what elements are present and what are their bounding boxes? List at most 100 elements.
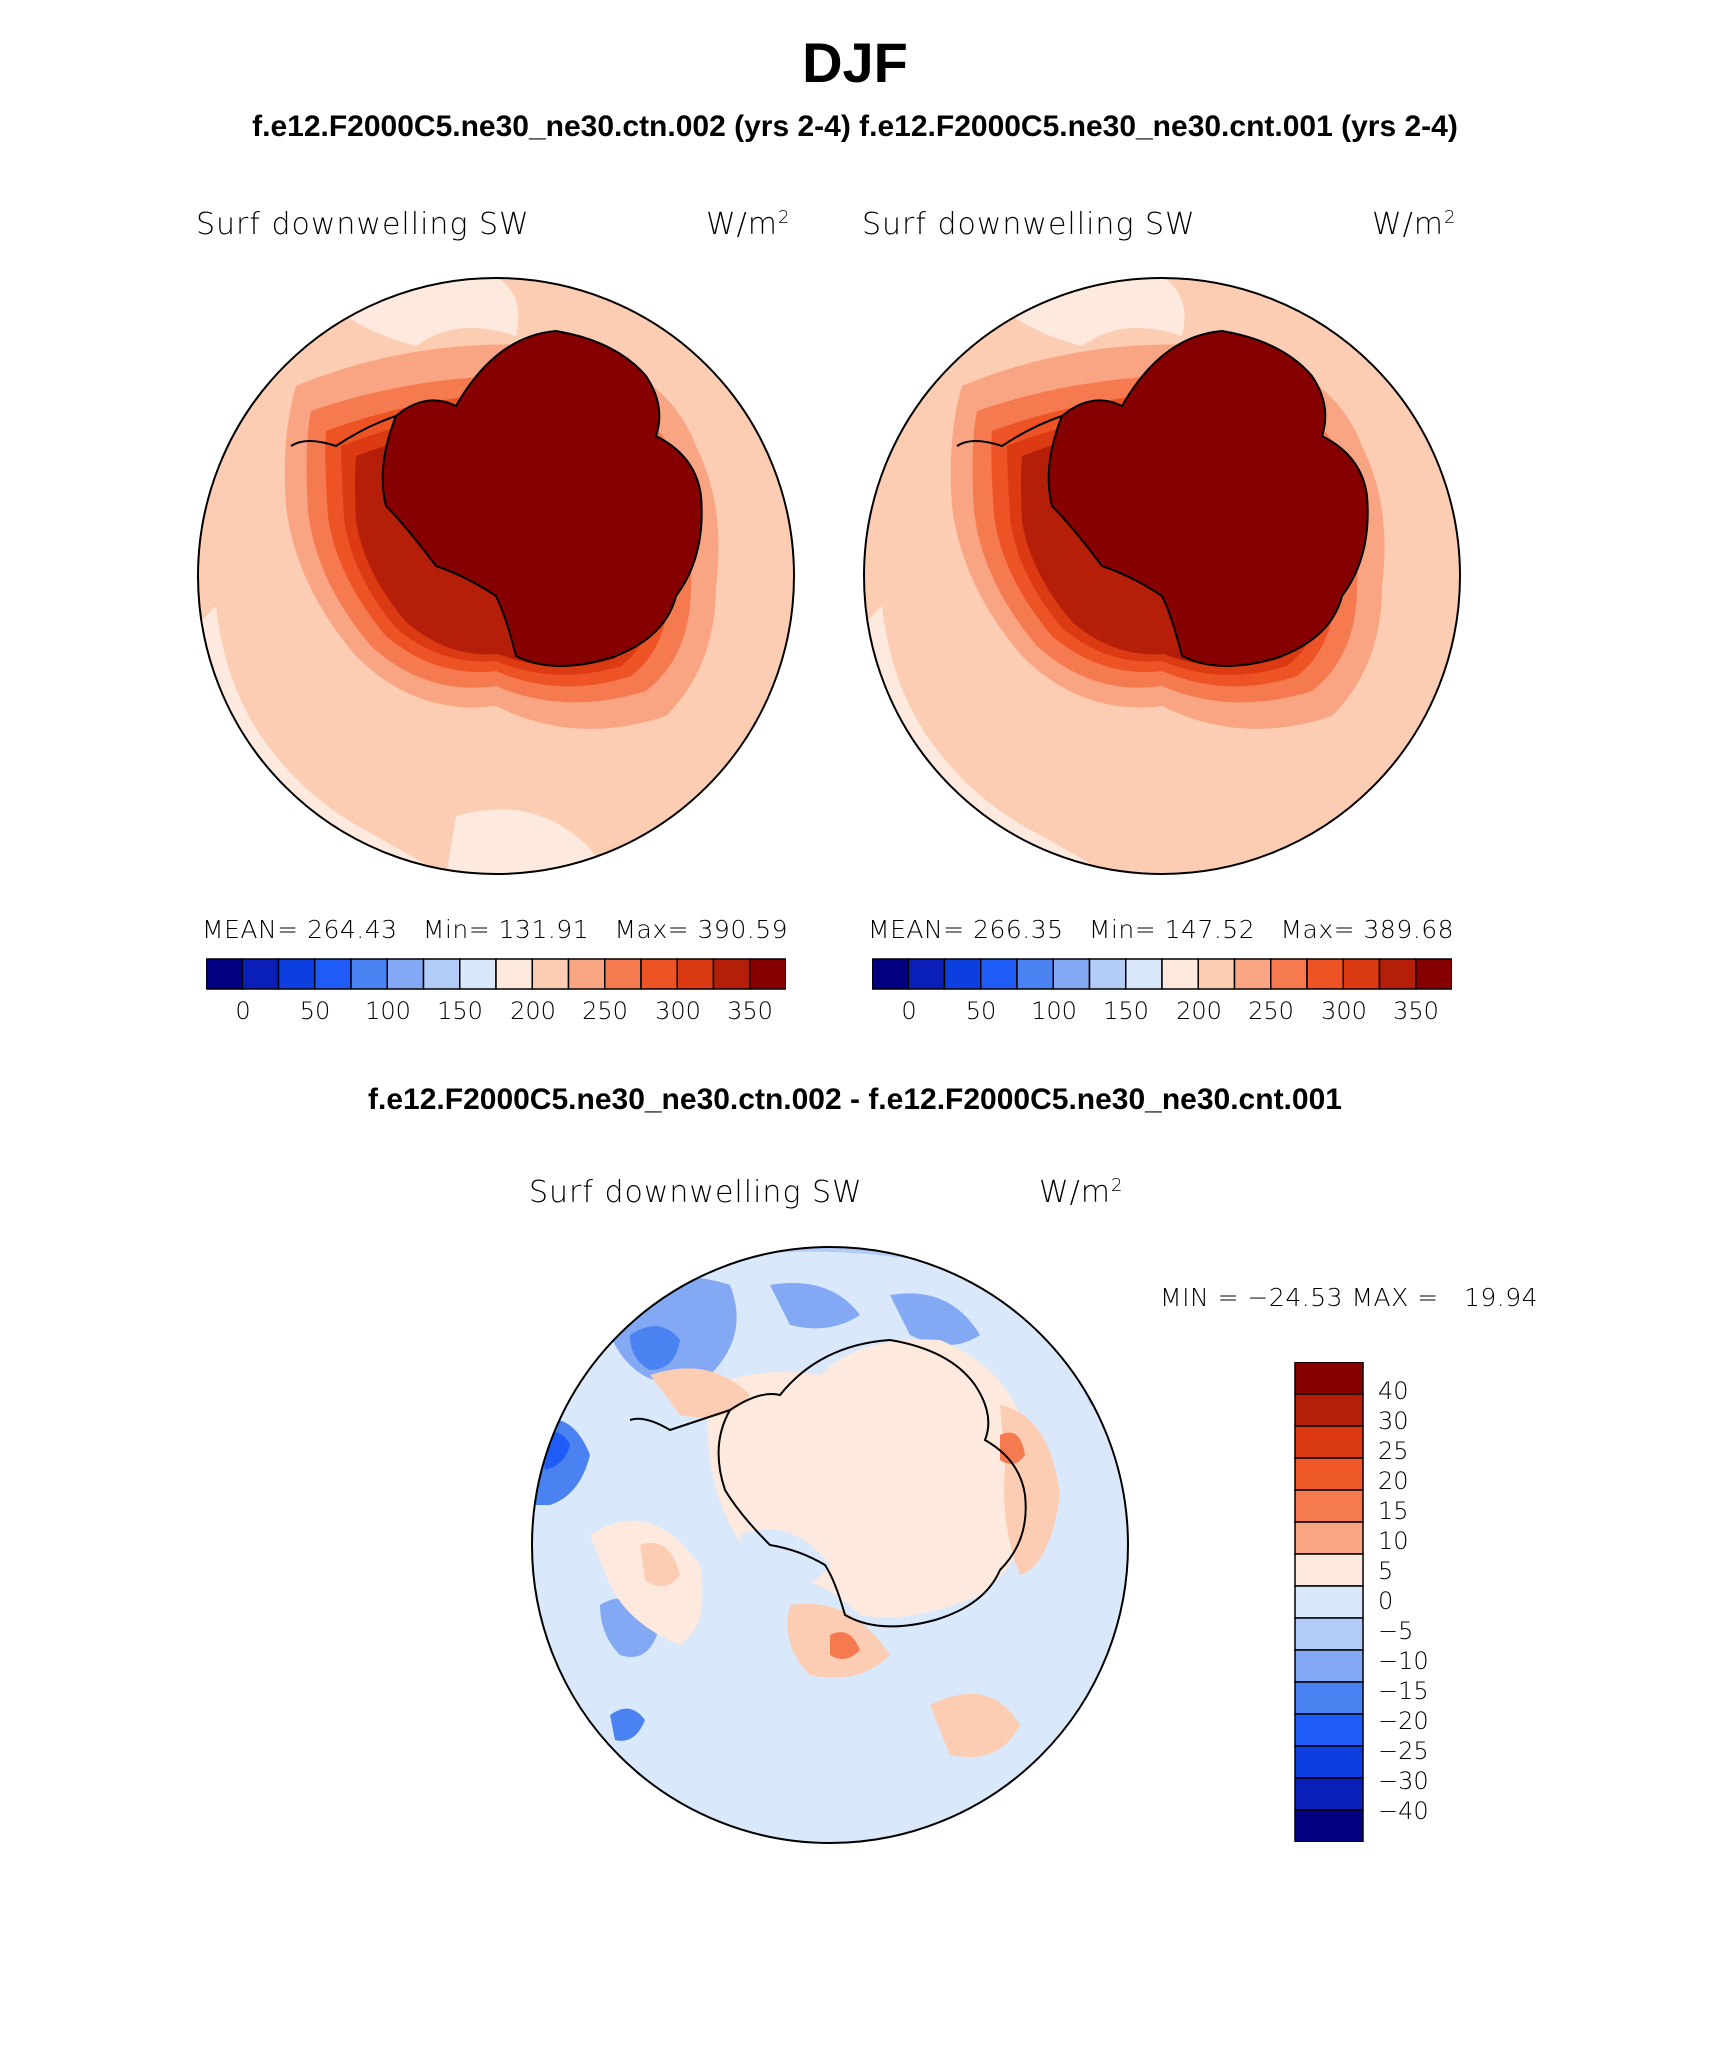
diff-tick: 40 — [1378, 1377, 1409, 1405]
panel2-tick: 150 — [1103, 997, 1149, 1025]
colorbar-swatch — [943, 958, 982, 990]
panel1-tick: 300 — [655, 997, 701, 1025]
colorbar-swatch — [206, 958, 243, 990]
diff-tick: 30 — [1378, 1407, 1409, 1435]
diff-minmax: MIN = −24.53 MAX = 19.94 — [1160, 1283, 1539, 1312]
colorbar-swatch — [277, 958, 316, 990]
diff-colorbar-ticks: 40 30 25 20 15 10 5 0 −5 −10 −15 −20 −25… — [1378, 1362, 1458, 1842]
colorbar-swatch — [1016, 958, 1054, 990]
diff-variable-label: Surf downwelling SW — [529, 1175, 863, 1210]
panel1-antarctica-core — [382, 331, 702, 666]
diff-tick: 25 — [1378, 1437, 1409, 1465]
diff-neg-ne — [890, 1293, 980, 1345]
colorbar-swatch — [980, 958, 1018, 990]
panel1-tick: 200 — [510, 997, 556, 1025]
diff-tick: 10 — [1378, 1527, 1409, 1555]
colorbar-swatch — [1378, 958, 1417, 990]
colorbar-swatch — [1294, 1713, 1364, 1747]
panel1-low-region-s — [446, 809, 596, 874]
colorbar-swatch — [1306, 958, 1344, 990]
colorbar-swatch — [1294, 1809, 1364, 1842]
figure-title: DJF — [802, 31, 908, 94]
colorbar-swatch — [1294, 1425, 1364, 1459]
panel2-tick: 50 — [965, 997, 997, 1025]
panel2-stats: MEAN= 266.35 Min= 147.52 Max= 389.68 — [868, 915, 1455, 944]
colorbar-swatch — [241, 958, 280, 990]
colorbar-swatch — [386, 958, 425, 990]
diff-tick: 0 — [1378, 1587, 1394, 1615]
diff-pos-s-core — [830, 1632, 860, 1659]
panel2-antarctica-core — [1048, 331, 1368, 666]
diff-neg-ross — [740, 1529, 830, 1588]
diff-tick: −25 — [1378, 1737, 1429, 1765]
diff-map — [531, 1246, 1129, 1844]
colorbar-swatch — [712, 958, 751, 990]
colorbar-swatch — [1342, 958, 1381, 990]
diff-pos-nw — [650, 1368, 750, 1418]
diff-pos-w-core — [640, 1543, 680, 1587]
colorbar-swatch — [1415, 958, 1452, 990]
colorbar-swatch — [1294, 1489, 1364, 1523]
colorbar-swatch — [907, 958, 946, 990]
colorbar-swatch — [1294, 1553, 1364, 1587]
panel1-tick: 150 — [437, 997, 483, 1025]
colorbar-swatch — [459, 958, 497, 990]
diff-pos-w — [590, 1520, 703, 1645]
diff-tick: −20 — [1378, 1707, 1429, 1735]
panel2-coastline — [956, 329, 1369, 667]
colorbar-swatch — [422, 958, 461, 990]
diff-neg-n — [770, 1283, 860, 1329]
colorbar-swatch — [1233, 958, 1272, 990]
panel2-map — [863, 277, 1461, 875]
diff-coastline — [629, 1338, 1027, 1628]
panel2-tick: 300 — [1321, 997, 1367, 1025]
panel2-tick: 200 — [1176, 997, 1222, 1025]
diff-tick: −15 — [1378, 1677, 1429, 1705]
colorbar-swatch — [1294, 1457, 1364, 1491]
colorbar-swatch — [350, 958, 388, 990]
panel2-colorbar — [872, 958, 1452, 990]
colorbar-swatch — [1197, 958, 1236, 990]
panel1-tick: 50 — [299, 997, 331, 1025]
colorbar-swatch — [1294, 1393, 1364, 1427]
diff-map-border — [531, 1246, 1129, 1844]
diff-colorbar — [1294, 1362, 1364, 1842]
colorbar-swatch — [531, 958, 570, 990]
diff-caption: f.e12.F2000C5.ne30_ne30.ctn.002 - f.e12.… — [368, 1083, 1342, 1116]
diff-tick: −30 — [1378, 1767, 1429, 1795]
diff-tick: −10 — [1378, 1647, 1429, 1675]
diff-tick: −40 — [1378, 1797, 1429, 1825]
panel1-variable-label: Surf downwelling SW — [196, 207, 530, 242]
panel1-tick: 350 — [727, 997, 773, 1025]
colorbar-swatch — [1052, 958, 1091, 990]
colorbar-swatch — [872, 958, 909, 990]
panel2-tick: 100 — [1031, 997, 1077, 1025]
colorbar-swatch — [749, 958, 786, 990]
colorbar-swatch — [1294, 1777, 1364, 1811]
panel1-units-label: W/m2 — [706, 207, 791, 242]
colorbar-swatch — [1294, 1681, 1364, 1715]
diff-units-label: W/m2 — [1039, 1175, 1124, 1210]
colorbar-swatch — [640, 958, 678, 990]
diff-tick: 15 — [1378, 1497, 1409, 1525]
colorbar-swatch — [1294, 1745, 1364, 1779]
colorbar-swatch — [567, 958, 606, 990]
colorbar-swatch — [1161, 958, 1199, 990]
panel1-colorbar — [206, 958, 786, 990]
panel2-tick: 0 — [901, 997, 917, 1025]
colorbar-swatch — [1294, 1521, 1364, 1555]
colorbar-swatch — [1088, 958, 1127, 990]
panel2-tick: 350 — [1393, 997, 1439, 1025]
panel1-map-border — [197, 277, 795, 875]
diff-pos-se — [930, 1693, 1020, 1757]
panel2-variable-label: Surf downwelling SW — [862, 207, 1196, 242]
diff-tick: 20 — [1378, 1467, 1409, 1495]
colorbar-swatch — [604, 958, 642, 990]
panel1-tick: 250 — [582, 997, 628, 1025]
diff-neg-sw-core — [610, 1708, 645, 1741]
colorbar-swatch — [1294, 1649, 1364, 1683]
panel1-stats: MEAN= 264.43 Min= 131.91 Max= 390.59 — [202, 915, 789, 944]
colorbar-swatch — [1294, 1617, 1364, 1651]
colorbar-swatch — [1270, 958, 1308, 990]
panel1-coastline — [290, 329, 703, 667]
